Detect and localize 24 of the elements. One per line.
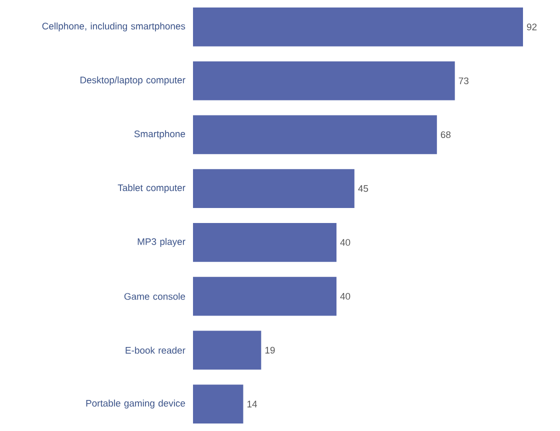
y-tick-label: Smartphone	[134, 130, 186, 140]
bar	[193, 223, 336, 262]
data-label: 19	[265, 346, 275, 354]
data-label: 73	[458, 77, 468, 84]
bar	[193, 384, 244, 424]
data-label: 92	[526, 24, 537, 30]
y-tick-label: Cellphone, including smartphones	[42, 22, 186, 32]
bar	[193, 8, 523, 46]
data-label: 40	[340, 239, 350, 246]
bar	[193, 330, 262, 370]
bar	[193, 61, 455, 100]
data-label: 40	[340, 292, 350, 300]
bar	[193, 115, 437, 154]
y-tick-label: Portable gaming device	[86, 400, 186, 408]
y-tick-label: Game console	[124, 292, 186, 300]
y-tick-label: Desktop/laptop computer	[80, 76, 186, 86]
data-label: 68	[440, 131, 451, 138]
y-tick-label: MP3 player	[138, 238, 186, 247]
data-label: 14	[247, 400, 257, 408]
bar	[193, 276, 336, 316]
data-label: 45	[358, 185, 368, 192]
bar	[193, 169, 354, 208]
y-tick-label: E-book reader	[126, 346, 186, 354]
y-tick-label: Tablet computer	[118, 184, 186, 193]
